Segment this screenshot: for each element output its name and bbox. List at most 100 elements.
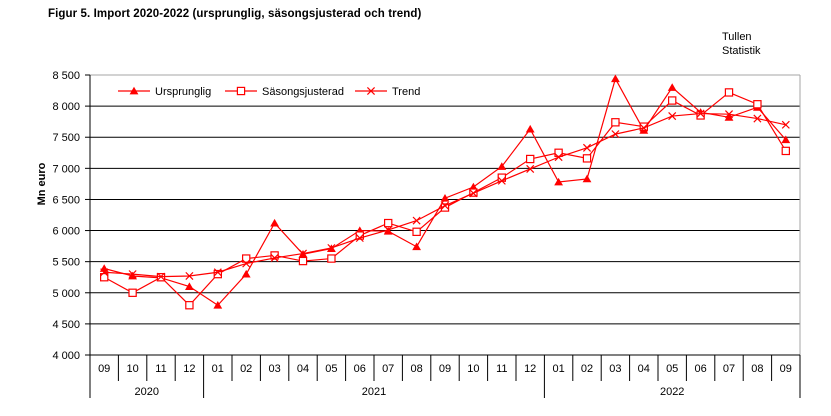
triangle-marker [497, 162, 507, 170]
legend-label: Säsongsjusterad [262, 86, 344, 98]
triangle-marker [667, 83, 677, 91]
x-marker [298, 249, 308, 258]
month-tick-label: 06 [694, 363, 706, 375]
x-marker [781, 120, 790, 129]
y-tick-label: 4 500 [52, 319, 80, 331]
square-marker [781, 146, 791, 156]
square-marker [667, 96, 677, 105]
y-tick-label: 6 000 [52, 226, 80, 238]
legend-label: Trend [392, 86, 420, 98]
series-line [104, 77, 787, 307]
y-tick-label: 4 000 [52, 350, 80, 362]
y-tick-label: 7 000 [52, 163, 80, 175]
x-marker [270, 253, 279, 262]
x-marker [526, 164, 535, 173]
month-tick-label: 09 [439, 363, 451, 375]
statistik-label: Statistik [722, 45, 761, 57]
square-marker [355, 231, 365, 240]
triangle-marker [99, 264, 109, 272]
x-marker [384, 225, 393, 234]
month-tick-label: 01 [212, 363, 224, 375]
x-marker [185, 271, 194, 281]
chart-title: Figur 5. Import 2020-2022 (ursprunglig, … [48, 8, 422, 20]
square-marker [99, 273, 109, 282]
series-x [100, 109, 790, 281]
month-tick-label: 10 [126, 363, 138, 375]
x-axis-months: 09 10 11 12 01 02 03 04 05 06 07 08 09 10 11 12 01 02 03 04… [89, 355, 801, 398]
square-marker [327, 254, 336, 263]
x-marker [213, 268, 222, 277]
x-marker [554, 153, 563, 162]
month-tick-label: 03 [268, 363, 280, 375]
triangle-marker [241, 269, 251, 278]
triangle-marker [185, 282, 194, 290]
x-marker [582, 143, 592, 152]
triangle-marker [582, 174, 592, 183]
triangle-marker [525, 124, 535, 133]
month-tick-label: 02 [240, 363, 252, 375]
x-axis-years: 2020 2021 2022 [135, 386, 685, 398]
month-tick-label: 05 [666, 363, 678, 375]
square-marker [236, 86, 246, 96]
x-marker [366, 86, 376, 96]
x-marker [639, 123, 648, 132]
square-marker [213, 269, 222, 279]
month-tick-label: 12 [183, 363, 195, 375]
y-tick-label: 6 500 [52, 194, 80, 206]
triangle-marker [270, 218, 279, 227]
month-tick-label: 06 [354, 363, 366, 375]
tullen-label: Tullen [722, 31, 752, 43]
x-marker [440, 201, 450, 210]
month-tick-label: 08 [410, 363, 422, 375]
month-tick-label: 04 [638, 363, 650, 375]
month-tick-label: 11 [155, 363, 166, 375]
x-marker [611, 130, 620, 139]
x-marker [327, 243, 336, 253]
year-label: 2022 [660, 386, 684, 398]
x-marker [469, 189, 478, 198]
triangle-marker [781, 135, 791, 144]
square-marker [298, 256, 308, 266]
triangle-marker [440, 194, 450, 202]
series-triangle [99, 74, 791, 309]
triangle-marker [724, 113, 734, 121]
square-marker [384, 218, 393, 228]
triangle-marker [611, 74, 620, 83]
x-marker [412, 216, 421, 225]
x-marker [355, 233, 364, 243]
triangle-marker [128, 271, 137, 280]
x-marker [724, 110, 734, 119]
x-marker [100, 268, 109, 277]
gridlines [85, 74, 800, 356]
square-marker [753, 100, 762, 109]
triangle-marker [129, 86, 139, 95]
x-marker [128, 270, 137, 279]
month-tick-label: 01 [552, 363, 564, 375]
y-tick-label: 8 000 [52, 101, 80, 113]
square-marker [582, 154, 592, 163]
triangle-marker [213, 301, 223, 309]
month-tick-label: 04 [297, 363, 309, 375]
y-tick-label: 8 500 [52, 70, 80, 82]
month-tick-label: 12 [524, 363, 536, 375]
tullen-statistik-label: Tullen Statistik [722, 30, 761, 58]
square-marker [696, 111, 705, 120]
square-marker [185, 301, 194, 310]
y-tick-label: 5 000 [52, 288, 80, 300]
x-marker [668, 112, 677, 121]
y-axis-labels: 8 500 8 000 7 500 7 000 6 500 6 000 5 500 5 000… [52, 70, 80, 362]
month-tick-label: 02 [581, 363, 593, 375]
month-tick-label: 11 [496, 363, 507, 375]
square-marker [242, 254, 251, 263]
y-tick-label: 7 500 [52, 132, 80, 144]
month-tick-label: 07 [382, 363, 394, 375]
month-tick-label: 03 [609, 363, 621, 375]
month-tick-label: 09 [780, 363, 792, 375]
month-tick-label: 05 [325, 363, 337, 375]
triangle-marker [412, 242, 421, 251]
year-label: 2021 [362, 386, 386, 398]
square-marker [128, 288, 137, 297]
x-marker [696, 109, 705, 118]
